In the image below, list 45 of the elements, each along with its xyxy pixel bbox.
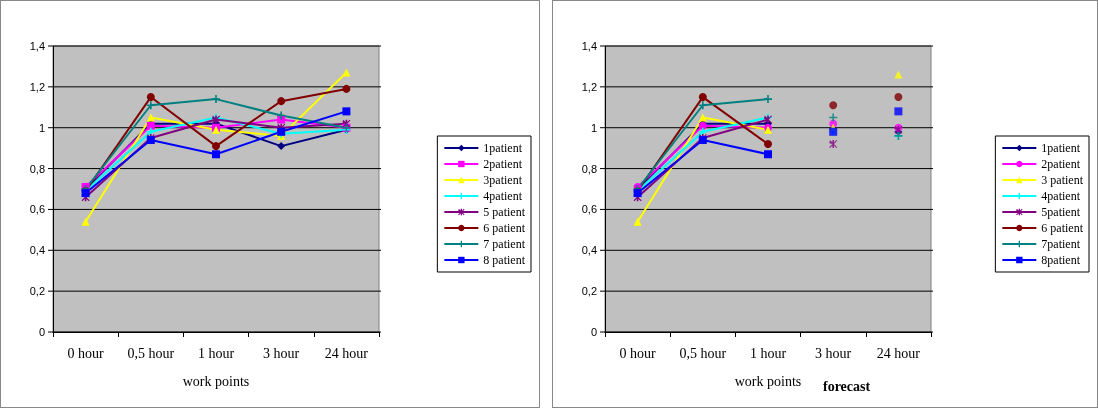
legend-label: 3patient [483, 173, 523, 187]
legend-label: 2patient [1041, 157, 1081, 171]
y-tick-label: 1,4 [581, 40, 597, 52]
legend-label: 1patient [1041, 141, 1081, 155]
x-tick-label: 24 hour [876, 345, 921, 361]
y-tick-label: 0,8 [29, 162, 45, 175]
legend-label: 8 patient [483, 253, 526, 267]
y-tick-label: 1,4 [29, 40, 45, 52]
y-tick-label: 0,8 [581, 162, 597, 175]
y-tick-label: 0 [590, 326, 597, 338]
x-tick-label: 3 hour [815, 345, 852, 361]
legend-label: 5patient [1041, 205, 1081, 219]
x-axis-title: work points [182, 373, 250, 389]
x-tick-label: 0,5 hour [679, 345, 727, 361]
y-tick-label: 0,4 [29, 244, 45, 257]
legend-label: 4patient [1041, 189, 1081, 203]
legend-label: 3 patient [1041, 173, 1084, 187]
x-tick-label: 1 hour [197, 345, 235, 361]
y-tick-label: 1,2 [581, 80, 597, 93]
y-tick-label: 0,2 [29, 285, 45, 298]
legend-label: 8patient [1041, 253, 1081, 267]
legend-label: 6 patient [483, 221, 526, 235]
legend-label: 6 patient [1041, 221, 1084, 235]
legend-label: 1patient [483, 141, 523, 155]
legend-label: 7 patient [483, 237, 526, 251]
legend-label: 4patient [483, 189, 523, 203]
x-tick-label: 0,5 hour [127, 345, 175, 361]
y-tick-label: 1 [590, 121, 597, 134]
text: forecast [823, 378, 871, 394]
x-tick-label: 0 hour [619, 345, 657, 361]
legend-label: 5 patient [483, 205, 526, 219]
legend-label: 7patient [1041, 237, 1081, 251]
x-tick-label: 0 hour [67, 345, 105, 361]
x-tick-label: 1 hour [749, 345, 787, 361]
y-tick-label: 0,2 [581, 285, 597, 298]
x-tick-label: 24 hour [324, 345, 369, 361]
y-tick-label: 1,2 [29, 80, 45, 93]
y-tick-label: 0 [38, 326, 45, 338]
y-tick-label: 0,6 [29, 203, 45, 216]
x-axis-title: work points [734, 373, 802, 389]
y-tick-label: 0,6 [581, 203, 597, 216]
legend-label: 2patient [483, 157, 523, 171]
x-tick-label: 3 hour [263, 345, 300, 361]
y-tick-label: 0,4 [581, 244, 597, 257]
y-tick-label: 1 [38, 121, 45, 134]
